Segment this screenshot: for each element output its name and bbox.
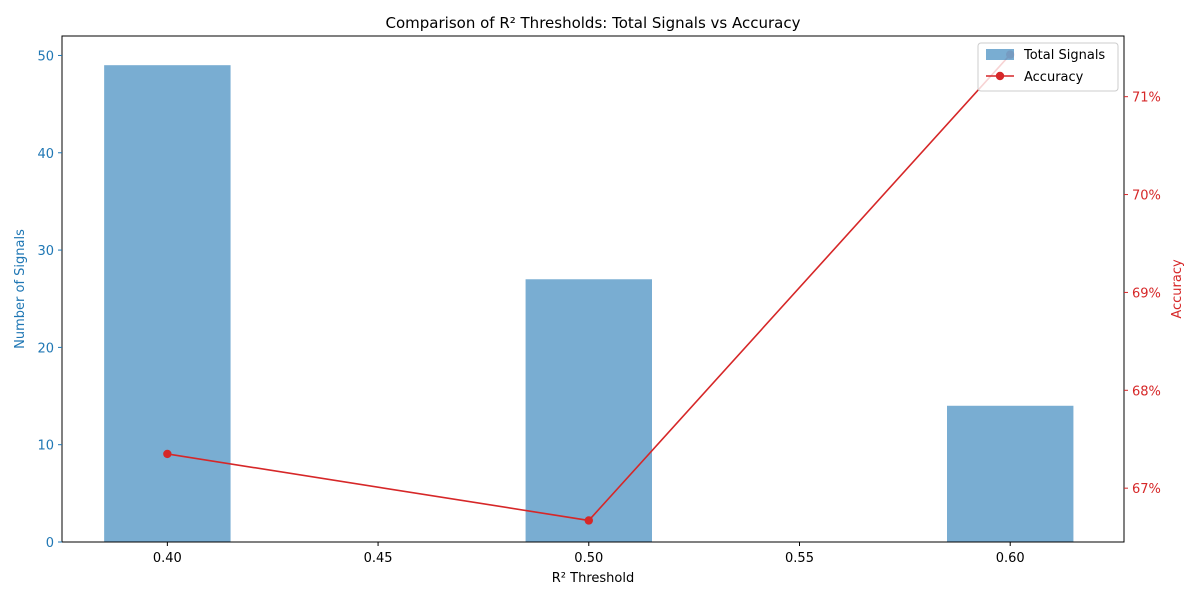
x-tick-label: 0.50 [574,551,603,566]
legend-label-accuracy: Accuracy [1024,70,1084,85]
bar-total-signals [947,405,1074,542]
left-y-tick-label: 0 [46,536,54,551]
right-y-axis: 67% 68% 69% 70% 71% [1124,91,1161,497]
bars-layer [104,65,1074,542]
plot-frame [61,35,1125,543]
x-axis-title: R² Threshold [552,571,634,586]
right-y-tick-label: 69% [1132,286,1161,301]
legend: Total Signals Accuracy [977,42,1119,92]
bar-total-signals [104,65,231,542]
x-tick-label: 0.45 [364,551,393,566]
left-y-tick-label: 10 [37,439,54,454]
x-tick-label: 0.40 [153,551,182,566]
right-y-tick-label: 68% [1132,384,1161,399]
left-y-tick-label: 40 [37,147,54,162]
right-y-tick-label: 67% [1132,482,1161,497]
left-y-axis-title: Number of Signals [13,229,28,349]
legend-swatch-total-signals [986,49,1014,60]
right-y-tick-label: 71% [1132,91,1161,106]
left-y-tick-label: 50 [37,49,54,64]
x-tick-label: 0.55 [785,551,814,566]
x-tick-label: 0.60 [996,551,1025,566]
legend-swatch-accuracy-marker [995,71,1005,81]
left-y-tick-label: 30 [37,244,54,259]
x-axis: 0.40 0.45 0.50 0.55 0.60 [153,542,1025,566]
right-y-axis-title: Accuracy [1170,259,1185,319]
chart-title: Comparison of R² Thresholds: Total Signa… [386,14,801,32]
left-y-axis: 0 10 20 30 40 50 [37,49,62,551]
bar-total-signals [525,279,652,542]
legend-label-total-signals: Total Signals [1023,48,1105,63]
accuracy-point [163,449,172,459]
left-y-tick-label: 20 [37,341,54,356]
accuracy-point [584,516,593,525]
right-y-tick-label: 70% [1132,189,1161,204]
